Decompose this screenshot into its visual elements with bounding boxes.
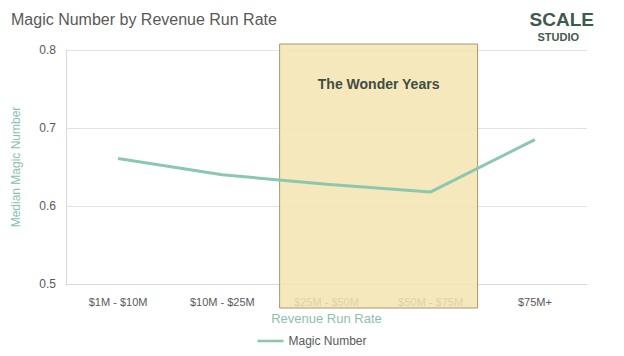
svg-text:STUDIO: STUDIO (537, 31, 579, 43)
svg-text:SCALE: SCALE (530, 9, 594, 30)
svg-text:0.7: 0.7 (39, 121, 56, 135)
svg-text:$10M - $25M: $10M - $25M (190, 296, 255, 308)
svg-text:$1M - $10M: $1M - $10M (89, 296, 148, 308)
svg-text:0.5: 0.5 (39, 277, 56, 291)
svg-text:Magic Number: Magic Number (288, 334, 366, 348)
svg-text:Revenue Run Rate: Revenue Run Rate (271, 311, 382, 326)
svg-text:The Wonder Years: The Wonder Years (318, 76, 440, 92)
svg-text:0.8: 0.8 (39, 43, 56, 57)
svg-text:Median Magic Number: Median Magic Number (9, 107, 23, 228)
svg-text:Magic Number by Revenue Run Ra: Magic Number by Revenue Run Rate (11, 11, 277, 28)
svg-text:0.6: 0.6 (39, 199, 56, 213)
svg-text:$75M+: $75M+ (518, 296, 552, 308)
